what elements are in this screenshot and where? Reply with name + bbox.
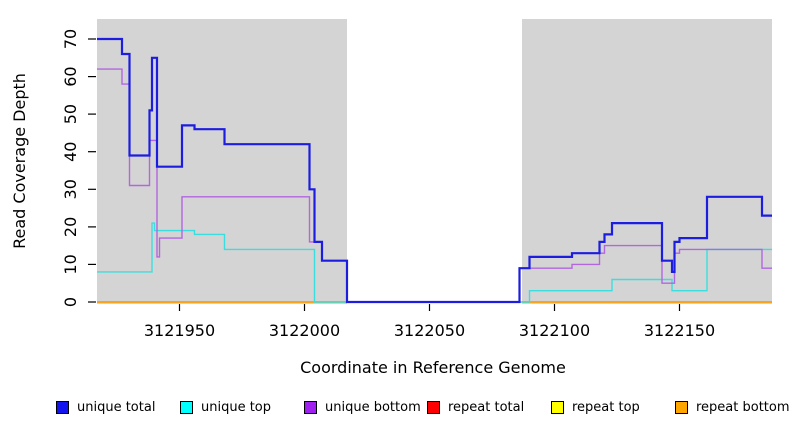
- legend-swatch: [427, 400, 440, 414]
- legend: unique total unique top unique bottom repea…: [0, 396, 792, 424]
- x-tick-label: 3122000: [269, 321, 340, 340]
- shaded-region: [522, 19, 772, 304]
- legend-item-unique-top: unique top: [180, 396, 271, 418]
- y-tick-label: 70: [61, 29, 80, 49]
- legend-label: unique total: [77, 399, 156, 415]
- y-tick-label: 40: [61, 142, 80, 162]
- y-axis-title: Read Coverage Depth: [10, 73, 29, 249]
- legend-label: repeat bottom: [696, 399, 790, 415]
- legend-swatch: [56, 400, 69, 414]
- legend-item-unique-bottom: unique bottom: [304, 396, 421, 418]
- legend-label: repeat total: [448, 399, 525, 415]
- x-tick-label: 3122050: [394, 321, 465, 340]
- y-tick-label: 50: [61, 104, 80, 124]
- series-unique-total-line: [97, 37, 772, 304]
- series-lines: [97, 37, 772, 304]
- legend-swatch: [180, 400, 193, 414]
- legend-label: unique top: [201, 399, 272, 415]
- shaded-regions: [97, 19, 772, 304]
- x-tick-label: 3121950: [144, 321, 215, 340]
- y-tick-label: 30: [61, 179, 80, 199]
- legend-item-repeat-total: repeat total: [427, 396, 524, 418]
- legend-label: unique bottom: [325, 399, 421, 415]
- y-tick-label: 0: [61, 297, 80, 307]
- legend-swatch: [304, 400, 317, 414]
- shaded-region: [97, 19, 347, 304]
- legend-item-unique-total: unique total: [56, 396, 155, 418]
- legend-item-repeat-top: repeat top: [551, 396, 640, 418]
- legend-label: repeat top: [572, 399, 640, 415]
- y-tick-label: 60: [61, 66, 80, 86]
- x-axis-title: Coordinate in Reference Genome: [300, 358, 566, 377]
- x-tick-label: 3122100: [519, 321, 590, 340]
- legend-swatch: [551, 400, 564, 414]
- x-tick-label: 3122150: [644, 321, 715, 340]
- axes: 3121950 3122000 3122050 3122100 3122150 0 10 20…: [61, 29, 715, 340]
- legend-swatch: [675, 400, 688, 414]
- y-tick-label: 20: [61, 217, 80, 237]
- y-tick-label: 10: [61, 254, 80, 274]
- series-unique-top-line: [97, 222, 772, 303]
- legend-item-repeat-bottom: repeat bottom: [675, 396, 790, 418]
